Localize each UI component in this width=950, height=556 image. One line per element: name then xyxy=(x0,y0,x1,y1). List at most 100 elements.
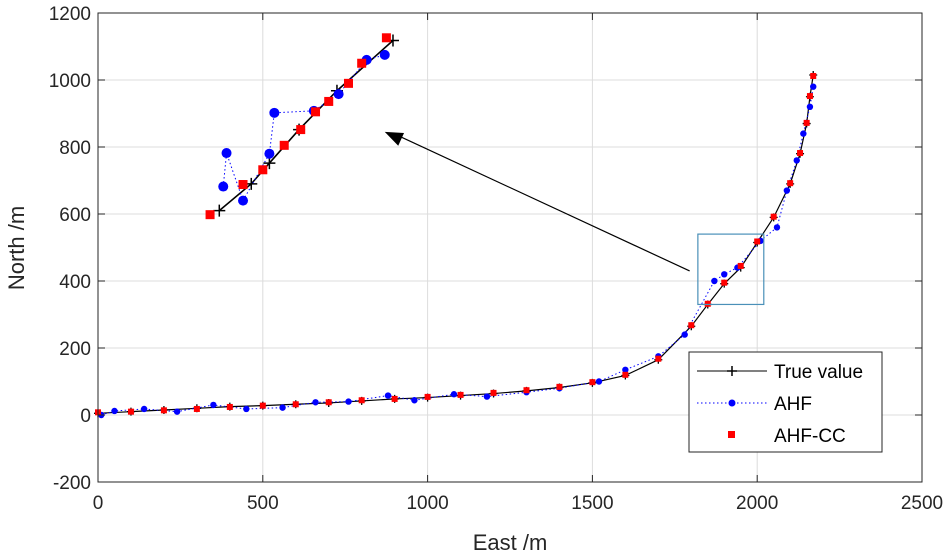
series-ahf-point xyxy=(773,224,781,231)
x-tick-label: 1000 xyxy=(406,493,448,514)
legend-true-value-label: True value xyxy=(774,362,863,383)
series-ahf-cc-point xyxy=(803,119,810,126)
series-ahf-point xyxy=(622,366,629,373)
inset-ahf-cc-point xyxy=(258,165,268,175)
series-ahf-point xyxy=(711,277,718,285)
series-ahf-point xyxy=(411,397,418,404)
series-ahf-point xyxy=(384,392,392,399)
legend-ahf-cc-label: AHF-CC xyxy=(774,426,846,447)
tick-labels: 0 500 1000 1500 2000 2500-2000200400600800100… xyxy=(49,4,943,514)
series-ahf-cc-point xyxy=(770,213,777,220)
inset-ahf-point xyxy=(333,89,344,100)
x-tick-label: 2000 xyxy=(736,493,778,514)
series-ahf-point xyxy=(783,187,791,194)
series-ahf-point xyxy=(595,378,603,385)
inset-ahf-cc-point xyxy=(311,107,321,117)
inset-layer xyxy=(205,33,399,220)
series-ahf-cc-point xyxy=(226,403,233,410)
series-ahf-cc-point xyxy=(292,401,299,408)
series-ahf-cc-point xyxy=(127,408,134,415)
y-axis-label: North /m xyxy=(4,206,29,290)
legend-ahf-marker xyxy=(728,399,736,407)
inset-ahf-cc-point xyxy=(381,33,391,43)
series-ahf-point xyxy=(721,271,728,278)
series-ahf-point xyxy=(173,408,181,415)
inset-ahf-cc-point xyxy=(324,96,334,106)
series-ahf-cc-point xyxy=(325,399,332,406)
inset-ahf-point xyxy=(238,195,249,206)
legend-box xyxy=(688,351,883,453)
series-ahf-point xyxy=(793,157,800,164)
inset-ahf-cc-point xyxy=(205,210,215,220)
legend-entry-true-value: True value xyxy=(697,362,863,383)
series-ahf-point xyxy=(312,399,319,406)
x-tick-label: 500 xyxy=(247,493,279,514)
legend-entry-ahf: AHF xyxy=(697,394,812,415)
series-ahf-cc-point xyxy=(391,395,398,402)
series-ahf-cc-point xyxy=(737,262,744,269)
inset-ahf-point xyxy=(379,49,390,60)
x-tick-label: 1500 xyxy=(571,493,613,514)
x-tick-label: 0 xyxy=(93,493,104,514)
series-ahf-cc-point xyxy=(655,355,662,362)
series-ahf-cc-point xyxy=(523,387,530,394)
plot-frame xyxy=(97,12,923,483)
legend-ahf-cc-marker xyxy=(728,431,735,438)
series-ahf-point xyxy=(140,405,148,413)
inset-ahf-point xyxy=(218,181,229,192)
y-tick-label: 1200 xyxy=(49,4,91,25)
series-ahf-point xyxy=(345,398,352,405)
series-ahf-cc-point xyxy=(810,72,817,79)
y-tick-label: 0 xyxy=(80,406,91,427)
inset-true-value-point xyxy=(213,204,226,217)
series-ahf-point xyxy=(681,331,688,338)
x-axis-label: East /m xyxy=(473,530,548,555)
series-ahf-cc-point xyxy=(556,383,563,390)
series-ahf-cc-point xyxy=(358,397,365,404)
series-ahf-cc-point xyxy=(688,322,695,329)
zoom-region-box xyxy=(697,233,765,306)
series-ahf-point xyxy=(800,130,807,137)
series-ahf-cc-point xyxy=(259,402,266,409)
series-ahf-cc-point xyxy=(424,393,431,400)
zoom-arrow-line xyxy=(398,135,690,272)
inset-true-value-point xyxy=(263,157,276,170)
series-ahf-cc-point xyxy=(787,180,794,187)
series-ahf-point xyxy=(210,401,217,409)
annotation-layer xyxy=(384,131,765,306)
y-tick-label: 400 xyxy=(59,272,91,293)
series-ahf-cc-point xyxy=(490,389,497,396)
inset-ahf-point xyxy=(269,107,280,118)
y-tick-label: -200 xyxy=(53,473,91,494)
series-ahf-cc-point xyxy=(160,407,167,414)
inset-ahf-cc-point xyxy=(238,180,248,190)
inset-ahf-cc-point xyxy=(343,78,353,88)
y-tick-label: 600 xyxy=(59,205,91,226)
series-ahf-cc-point xyxy=(806,93,813,100)
series-ahf-cc-point xyxy=(704,300,711,307)
series-ahf-cc-point xyxy=(193,405,200,412)
inset-ahf-point xyxy=(221,148,232,159)
series-ahf-point xyxy=(279,404,286,411)
series-ahf-point xyxy=(243,405,250,413)
series-ahf-point xyxy=(483,393,491,400)
series-ahf-cc-point xyxy=(457,391,464,398)
legend-entry-ahf-cc: AHF-CC xyxy=(728,426,846,447)
legend: True value AHF AHF-CC xyxy=(688,351,883,453)
series-ahf-point xyxy=(450,391,458,398)
inset-ahf-point xyxy=(264,148,275,159)
series-ahf-point xyxy=(806,103,814,111)
legend-ahf-label: AHF xyxy=(774,394,812,415)
series-ahf-point xyxy=(111,407,118,415)
series-ahf-cc-point xyxy=(589,379,596,386)
zoom-arrow-head xyxy=(384,131,405,146)
inset-ahf-cc-point xyxy=(296,125,306,135)
series-ahf-cc-point xyxy=(721,279,728,286)
inset-ahf-cc-point xyxy=(357,58,367,68)
y-tick-label: 200 xyxy=(59,339,91,360)
x-tick-label: 2500 xyxy=(901,493,943,514)
series-ahf-point xyxy=(810,83,817,90)
ticks xyxy=(97,12,923,483)
inset-ahf-cc-point xyxy=(279,140,289,150)
